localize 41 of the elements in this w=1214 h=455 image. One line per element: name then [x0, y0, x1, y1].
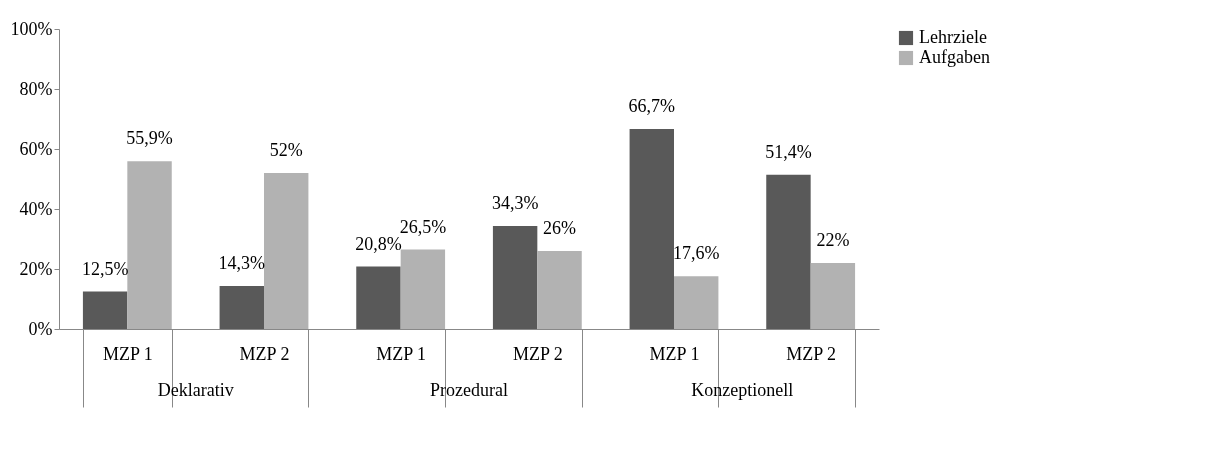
x-tick-label: MZP 2 [512, 343, 563, 364]
data-label: 26,5% [399, 216, 447, 237]
y-tick-label: 20% [19, 258, 53, 279]
bar [810, 263, 856, 329]
bar [127, 161, 172, 329]
data-label: 51,4% [765, 141, 812, 162]
y-tick-label: 100% [10, 18, 53, 39]
data-label: 66,7% [628, 95, 676, 116]
y-tick-label: 0% [28, 318, 53, 339]
bar [400, 249, 446, 329]
text: Konzeptionell [691, 380, 794, 400]
data-label: 12,5% [81, 258, 129, 279]
y-tick-label: 60% [19, 138, 53, 159]
x-tick-label: MZP 1 [102, 343, 153, 364]
text: Prozedural [430, 380, 508, 400]
bar [264, 173, 309, 329]
bar [219, 286, 264, 329]
x-tick-label: MZP 1 [376, 343, 427, 364]
data-label: 20,8% [355, 233, 402, 254]
data-label: 34,3% [491, 193, 539, 214]
bar [82, 291, 128, 329]
bar [492, 226, 538, 329]
bar [766, 174, 811, 329]
data-label: 55,9% [126, 128, 173, 149]
x-tick-label: MZP 2 [239, 343, 290, 364]
bar [356, 266, 401, 329]
data-label: 17,6% [672, 243, 720, 264]
x-tick-label: MZP 2 [786, 343, 837, 364]
x-tick-label: MZP 1 [649, 343, 700, 364]
data-label: 14,3% [218, 253, 266, 274]
data-label: 22% [816, 230, 850, 250]
bar [537, 251, 582, 329]
data-label: 26% [543, 218, 577, 238]
y-tick-label: 80% [19, 78, 53, 99]
bar [629, 128, 674, 329]
legend-label: Aufgaben [919, 47, 990, 67]
legend-label: Lehrziele [919, 27, 987, 47]
y-tick-label: 40% [19, 198, 53, 219]
data-label: 52% [269, 140, 303, 160]
text: Deklarativ [157, 380, 234, 400]
bar [674, 276, 719, 329]
